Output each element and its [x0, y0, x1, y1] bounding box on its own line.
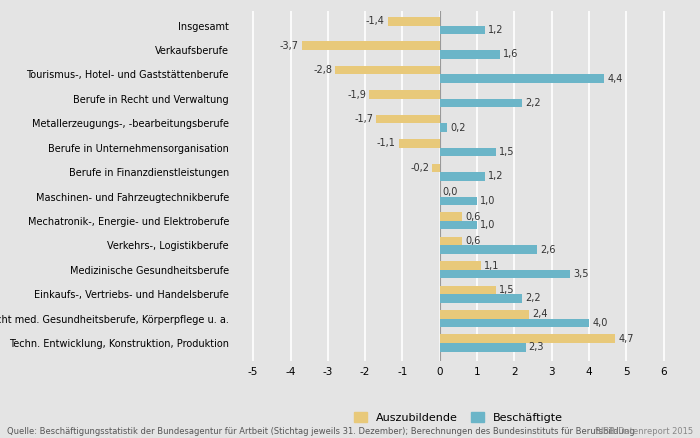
Text: BIBB-Datenreport 2015: BIBB-Datenreport 2015 — [595, 427, 693, 436]
Bar — [440, 123, 447, 132]
Text: -3,7: -3,7 — [280, 41, 299, 51]
Text: -1,7: -1,7 — [354, 114, 373, 124]
Bar — [440, 237, 462, 245]
Bar — [440, 335, 615, 343]
Bar — [440, 270, 570, 278]
Text: 1,0: 1,0 — [480, 196, 496, 206]
Bar — [440, 261, 481, 270]
Bar — [440, 245, 537, 254]
Text: -2,8: -2,8 — [314, 65, 332, 75]
Bar — [399, 139, 440, 148]
Text: 1,2: 1,2 — [488, 171, 503, 181]
Bar — [440, 310, 529, 318]
Bar — [440, 50, 500, 59]
Text: 0,0: 0,0 — [443, 187, 459, 197]
Text: 2,4: 2,4 — [533, 309, 548, 319]
Text: 2,6: 2,6 — [540, 245, 555, 254]
Text: 2,2: 2,2 — [525, 98, 540, 108]
Bar — [440, 148, 496, 156]
Text: -1,1: -1,1 — [377, 138, 395, 148]
Bar — [369, 90, 440, 99]
Bar — [440, 74, 604, 83]
Text: 0,6: 0,6 — [466, 236, 481, 246]
Bar — [433, 163, 440, 172]
Text: Quelle: Beschäftigungsstatistik der Bundesagentur für Artbeit (Stichtag jeweils : Quelle: Beschäftigungsstatistik der Bund… — [7, 427, 635, 436]
Bar — [440, 343, 526, 352]
Text: 1,6: 1,6 — [503, 49, 518, 59]
Text: 3,5: 3,5 — [573, 269, 589, 279]
Bar — [440, 294, 522, 303]
Bar — [440, 172, 484, 180]
Text: 1,5: 1,5 — [499, 285, 514, 295]
Text: -1,9: -1,9 — [347, 90, 366, 99]
Text: 0,2: 0,2 — [450, 123, 466, 133]
Text: 4,4: 4,4 — [607, 74, 622, 84]
Bar — [440, 25, 484, 34]
Bar — [440, 99, 522, 107]
Text: 1,0: 1,0 — [480, 220, 496, 230]
Text: 1,2: 1,2 — [488, 25, 503, 35]
Bar — [302, 42, 440, 50]
Text: 4,0: 4,0 — [592, 318, 608, 328]
Text: 1,1: 1,1 — [484, 261, 499, 271]
Bar — [388, 17, 440, 25]
Bar — [335, 66, 440, 74]
Bar — [440, 212, 462, 221]
Bar — [377, 115, 440, 123]
Text: 1,5: 1,5 — [499, 147, 514, 157]
Text: 0,6: 0,6 — [466, 212, 481, 222]
Bar — [440, 286, 496, 294]
Text: -0,2: -0,2 — [410, 163, 429, 173]
Text: 4,7: 4,7 — [618, 334, 634, 344]
Text: 2,2: 2,2 — [525, 293, 540, 304]
Text: -1,4: -1,4 — [365, 16, 384, 26]
Bar — [440, 221, 477, 230]
Text: 2,3: 2,3 — [528, 343, 544, 352]
Bar — [440, 197, 477, 205]
Legend: Auszubildende, Beschäftigte: Auszubildende, Beschäftigte — [350, 409, 567, 426]
Bar — [440, 318, 589, 327]
